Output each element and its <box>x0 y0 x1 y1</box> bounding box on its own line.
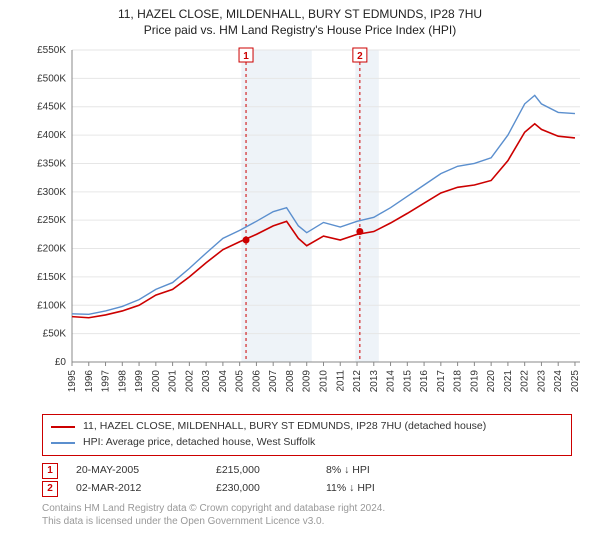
svg-text:2011: 2011 <box>335 370 346 392</box>
svg-text:2024: 2024 <box>553 370 564 393</box>
footer-line-2: This data is licensed under the Open Gov… <box>42 515 572 528</box>
transaction-delta-2: 11% ↓ HPI <box>326 480 436 498</box>
svg-text:2006: 2006 <box>251 370 262 393</box>
chart-container: { "title": { "line1": "11, HAZEL CLOSE, … <box>0 0 600 560</box>
legend-item-1: 11, HAZEL CLOSE, MILDENHALL, BURY ST EDM… <box>51 419 563 435</box>
svg-text:2009: 2009 <box>302 370 313 393</box>
svg-text:2007: 2007 <box>268 370 279 393</box>
svg-text:£350K: £350K <box>37 159 66 170</box>
transaction-date-1: 20-MAY-2005 <box>76 462 216 480</box>
svg-text:1999: 1999 <box>134 370 145 393</box>
svg-text:2025: 2025 <box>570 370 581 393</box>
legend-label-1: 11, HAZEL CLOSE, MILDENHALL, BURY ST EDM… <box>83 419 486 435</box>
chart-title-block: 11, HAZEL CLOSE, MILDENHALL, BURY ST EDM… <box>0 0 600 40</box>
line-chart-svg: £0 £50K £100K £150K £200K £250K £300K £350K £400… <box>28 40 588 410</box>
svg-text:£450K: £450K <box>37 102 66 113</box>
svg-text:2013: 2013 <box>369 370 380 393</box>
transaction-price-1: £215,000 <box>216 462 326 480</box>
legend-label-2: HPI: Average price, detached house, West… <box>83 435 315 451</box>
svg-text:2: 2 <box>357 51 363 62</box>
svg-text:£200K: £200K <box>37 244 66 255</box>
svg-text:2023: 2023 <box>536 370 547 393</box>
svg-text:1995: 1995 <box>67 370 78 393</box>
svg-text:£550K: £550K <box>37 45 66 56</box>
svg-text:2002: 2002 <box>184 370 195 393</box>
transaction-date-2: 02-MAR-2012 <box>76 480 216 498</box>
svg-text:£100K: £100K <box>37 301 66 312</box>
transactions-table: 1 20-MAY-2005 £215,000 8% ↓ HPI 2 02-MAR… <box>42 462 572 498</box>
svg-text:£400K: £400K <box>37 130 66 141</box>
svg-text:2017: 2017 <box>436 370 447 393</box>
svg-text:2001: 2001 <box>168 370 179 393</box>
chart-area: £0 £50K £100K £150K £200K £250K £300K £350K £400… <box>28 40 588 410</box>
svg-text:1996: 1996 <box>84 370 95 393</box>
svg-text:1998: 1998 <box>117 370 128 393</box>
svg-text:2010: 2010 <box>318 370 329 393</box>
svg-text:£250K: £250K <box>37 216 66 227</box>
title-line-1: 11, HAZEL CLOSE, MILDENHALL, BURY ST EDM… <box>10 6 590 22</box>
svg-text:1997: 1997 <box>101 370 112 393</box>
svg-text:2019: 2019 <box>469 370 480 393</box>
svg-text:£500K: £500K <box>37 74 66 85</box>
svg-text:2012: 2012 <box>352 370 363 393</box>
legend-item-2: HPI: Average price, detached house, West… <box>51 435 563 451</box>
svg-text:£300K: £300K <box>37 187 66 198</box>
svg-text:2021: 2021 <box>503 370 514 393</box>
svg-text:2022: 2022 <box>520 370 531 393</box>
legend-swatch-2 <box>51 442 75 444</box>
svg-text:2016: 2016 <box>419 370 430 393</box>
svg-text:2004: 2004 <box>218 370 229 393</box>
transaction-marker-1: 1 <box>42 463 58 479</box>
footer-note: Contains HM Land Registry data © Crown c… <box>42 502 572 528</box>
svg-text:2005: 2005 <box>235 370 246 393</box>
svg-text:£50K: £50K <box>43 329 67 340</box>
svg-text:£150K: £150K <box>37 272 66 283</box>
svg-text:£0: £0 <box>55 357 67 368</box>
legend-swatch-1 <box>51 426 75 428</box>
transaction-row-2: 2 02-MAR-2012 £230,000 11% ↓ HPI <box>42 480 572 498</box>
svg-text:2020: 2020 <box>486 370 497 393</box>
svg-text:2015: 2015 <box>402 370 413 393</box>
transaction-price-2: £230,000 <box>216 480 326 498</box>
footer-line-1: Contains HM Land Registry data © Crown c… <box>42 502 572 515</box>
svg-text:2014: 2014 <box>386 370 397 393</box>
svg-text:2003: 2003 <box>201 370 212 393</box>
transaction-row-1: 1 20-MAY-2005 £215,000 8% ↓ HPI <box>42 462 572 480</box>
svg-text:1: 1 <box>243 51 249 62</box>
svg-text:2018: 2018 <box>453 370 464 393</box>
svg-text:2000: 2000 <box>151 370 162 393</box>
legend: 11, HAZEL CLOSE, MILDENHALL, BURY ST EDM… <box>42 414 572 456</box>
transaction-delta-1: 8% ↓ HPI <box>326 462 436 480</box>
title-line-2: Price paid vs. HM Land Registry's House … <box>10 22 590 38</box>
transaction-marker-2: 2 <box>42 481 58 497</box>
svg-text:2008: 2008 <box>285 370 296 393</box>
